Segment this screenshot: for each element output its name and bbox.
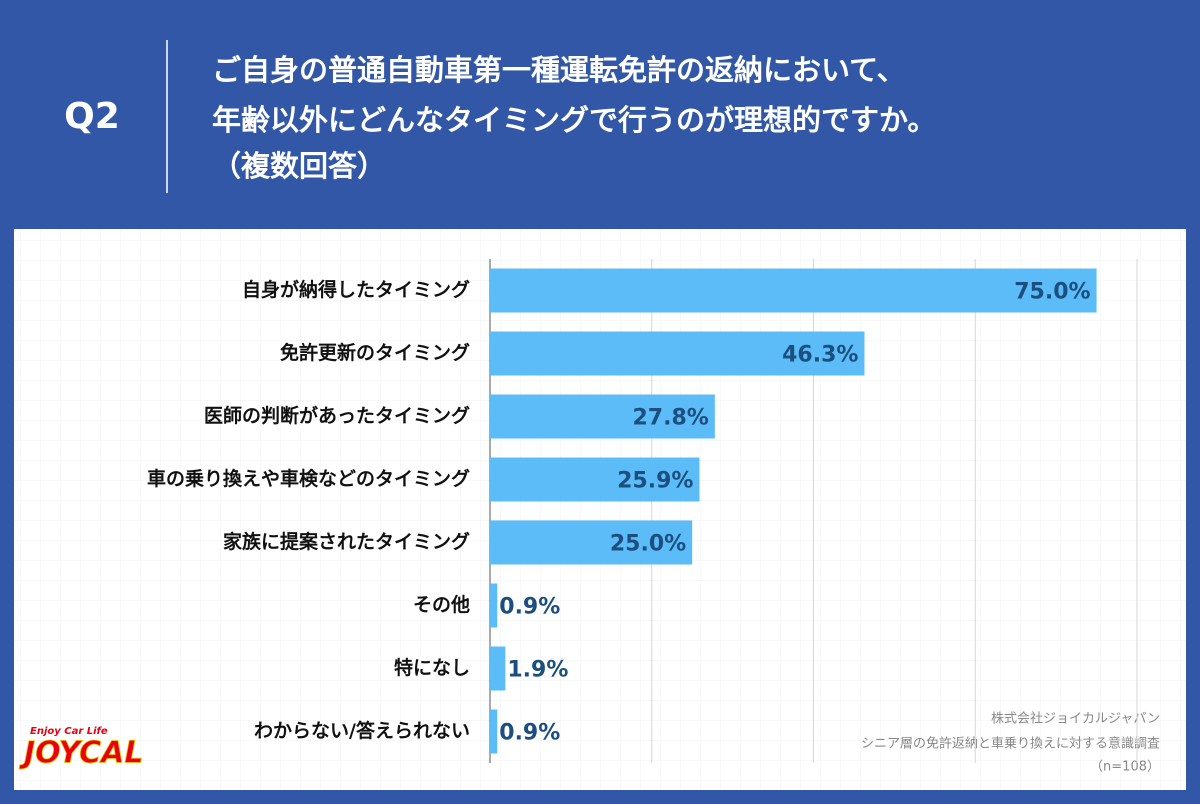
value-label: 25.9%	[617, 469, 693, 494]
category-label: 車の乗り換えや車検などのタイミング	[147, 467, 470, 490]
source-text: 株式会社ジョイカルジャパン	[991, 711, 1160, 727]
value-label: 27.8%	[633, 406, 709, 431]
source-text: シニア層の免許返納と車乗り換えに対する意識調査	[861, 736, 1160, 752]
category-label: 医師の判断があったタイミング	[204, 404, 470, 427]
value-label: 1.9%	[507, 658, 568, 683]
bar	[490, 709, 498, 754]
panel-pattern	[14, 229, 1186, 790]
question-label: Q2	[64, 96, 120, 137]
title-line: （複数回答）	[212, 149, 386, 183]
title-line: 年齢以外にどんなタイミングで行うのが理想的ですか。	[212, 103, 936, 137]
category-label: その他	[413, 593, 470, 616]
value-label: 46.3%	[782, 343, 858, 368]
title-line: ご自身の普通自動車第一種運転免許の返納において、	[212, 53, 906, 87]
bar	[490, 331, 865, 376]
category-label: 自身が納得したタイミング	[242, 278, 470, 301]
bar	[490, 457, 700, 502]
bar	[490, 268, 1097, 313]
bar	[490, 520, 693, 565]
bar	[490, 394, 715, 439]
value-label: 25.0%	[610, 532, 686, 557]
logo-name: JOYCAL	[19, 736, 144, 771]
value-label: 0.9%	[499, 595, 560, 620]
value-label: 0.9%	[499, 721, 560, 746]
category-label: 特になし	[394, 657, 470, 679]
logo-tagline: Enjoy Car Life	[30, 726, 108, 737]
category-label: 家族に提案されたタイミング	[223, 530, 470, 553]
source-text: （n=108）	[1090, 760, 1160, 775]
category-label: 免許更新のタイミング	[280, 341, 470, 364]
category-label: わからない/答えられない	[254, 719, 470, 742]
bar	[490, 646, 506, 691]
value-label: 75.0%	[1014, 280, 1090, 305]
bar	[490, 583, 498, 628]
